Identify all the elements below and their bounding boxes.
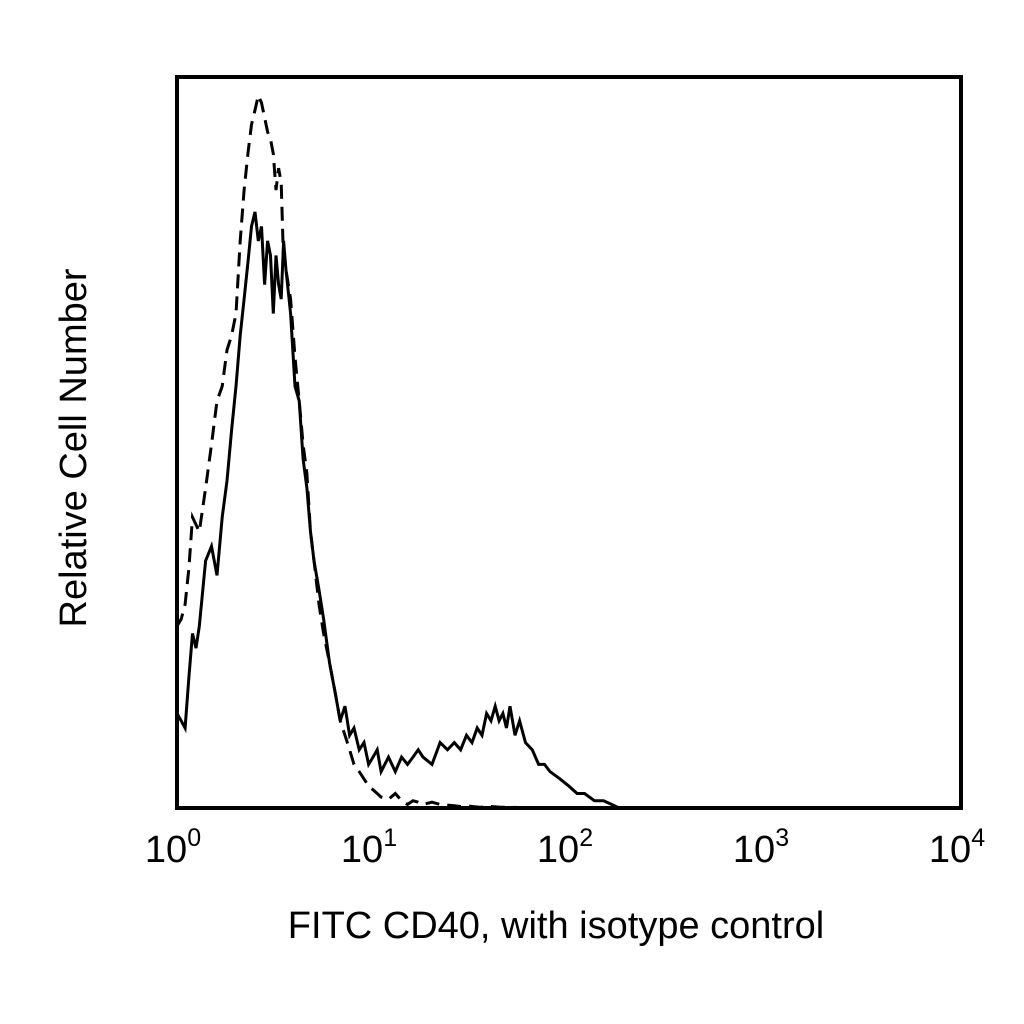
x-tick-base: 10: [145, 829, 187, 871]
isotype-control-line: [175, 90, 550, 810]
x-tick-base: 10: [537, 829, 579, 871]
y-axis-title: Relative Cell Number: [53, 268, 95, 627]
x-axis-title: FITC CD40, with isotype control: [288, 905, 824, 947]
plot-frame: [175, 75, 963, 810]
x-tick-exponent: 1: [383, 824, 397, 852]
x-tick-exponent: 0: [187, 824, 201, 852]
x-tick-label: 102: [537, 824, 593, 871]
x-tick-label: 100: [145, 824, 201, 871]
x-tick-label: 101: [341, 824, 397, 871]
cd40-histogram-line: [175, 211, 620, 810]
x-tick-exponent: 2: [579, 824, 593, 852]
x-tick-label: 104: [929, 824, 985, 871]
x-tick-base: 10: [341, 829, 383, 871]
series-layer: [175, 90, 620, 810]
x-tick-exponent: 3: [775, 824, 789, 852]
x-tick-base: 10: [929, 829, 971, 871]
x-tick-labels: 100 101 102 103 104: [145, 824, 985, 871]
x-tick-base: 10: [733, 829, 775, 871]
x-tick-label: 103: [733, 824, 789, 871]
x-tick-exponent: 4: [971, 824, 985, 852]
